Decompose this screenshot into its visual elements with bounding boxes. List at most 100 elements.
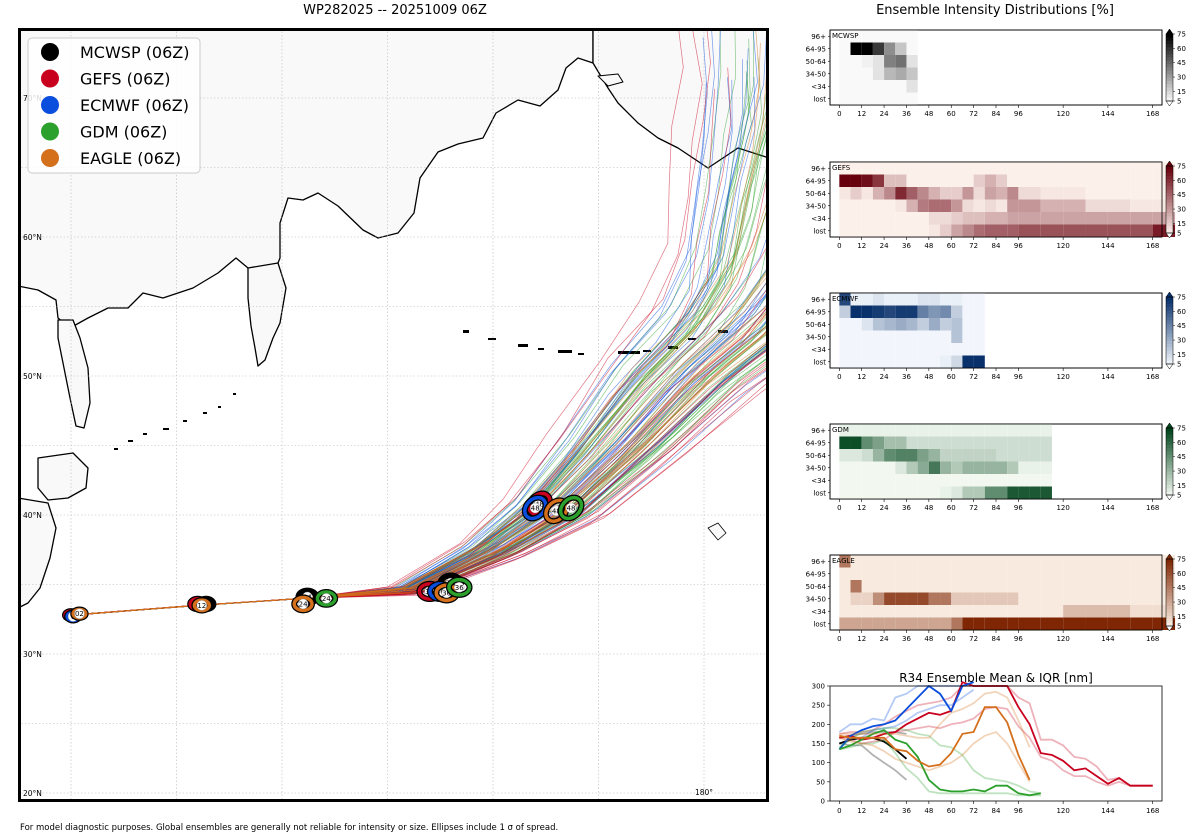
heatmap-cell — [1007, 436, 1019, 449]
heatmap-xtick-label: 24 — [880, 635, 889, 643]
heatmap-cell — [1018, 592, 1041, 605]
heatmap-cell — [861, 293, 873, 306]
colorbar-tick-label: 15 — [1177, 88, 1186, 96]
r34-mean-ecmwf — [838, 681, 974, 750]
heatmap-cell — [928, 174, 941, 187]
colorbar-step — [1166, 90, 1173, 95]
heatmap-cell — [951, 318, 963, 331]
heatmap-cell — [1029, 486, 1041, 499]
colorbar-step — [1166, 451, 1173, 456]
heatmap-cell — [940, 293, 952, 306]
heatmap-cell — [917, 474, 929, 487]
heatmap-cell — [1085, 212, 1108, 225]
forecast-hour-label: 48 — [552, 507, 561, 515]
latitude-label: 50°N — [23, 372, 42, 381]
heatmap-title: MCWSP — [832, 32, 859, 40]
heatmap-cell — [1063, 162, 1086, 175]
colorbar-step — [1166, 60, 1173, 65]
heatmap-row-label: <34 — [811, 83, 826, 91]
heatmap-xtick-label: 48 — [924, 242, 933, 250]
intensity-panels: MCWSP 96+ 64-95 50-64 34-50 <34 lost 0 12 24 36 48 6… — [806, 28, 1186, 815]
heatmap-cell — [962, 162, 974, 175]
heatmap-cell — [895, 555, 907, 568]
colorbar-step — [1166, 622, 1173, 627]
heatmap-cell — [917, 212, 929, 225]
r34-chart: R34 Ensemble Mean & IQR [nm] 0 50 100 150 200… — [812, 671, 1163, 815]
heatmap-title: ECMWF — [832, 295, 858, 303]
heatmap-xtick-label: 60 — [947, 635, 956, 643]
heatmap-xtick-label: 168 — [1146, 242, 1159, 250]
heatmap-cell — [1007, 187, 1019, 200]
heatmap-cell — [861, 212, 873, 225]
colorbar-tick-label: 30 — [1177, 337, 1186, 345]
land-small-island — [597, 73, 624, 87]
colorbar-step — [1166, 599, 1173, 604]
colorbar-step — [1166, 559, 1173, 563]
colorbar-step — [1166, 428, 1173, 432]
heatmap-cell — [839, 567, 851, 580]
heatmap-cell — [928, 605, 941, 618]
colorbar-step — [1166, 353, 1173, 358]
heatmap-title: EAGLE — [832, 557, 855, 565]
heatmap-xtick-label: 144 — [1101, 242, 1115, 250]
heatmap-cell — [1007, 449, 1019, 462]
heatmap-xtick-label: 24 — [880, 242, 889, 250]
heatmap-cell — [917, 224, 929, 237]
heatmap-cell — [996, 212, 1008, 225]
heatmap-cell — [1063, 605, 1086, 618]
heatmap-cell — [940, 592, 952, 605]
heatmap-cells — [839, 424, 1052, 499]
heatmap-cell — [1018, 424, 1030, 437]
colorbar-step — [1166, 226, 1173, 231]
ellipse-fill — [292, 595, 314, 613]
heatmap-cell — [996, 224, 1008, 237]
colorbar-step — [1166, 186, 1173, 190]
heatmap-cell — [973, 449, 985, 462]
heatmap-row-label: <34 — [811, 346, 826, 354]
forecast-point-ecmwf: 48 — [521, 494, 549, 522]
colorbar-step — [1166, 172, 1173, 177]
heatmap-cell — [928, 355, 941, 368]
heatmap-cell — [895, 449, 907, 462]
ellipse-fill — [447, 577, 472, 597]
heatmap-ecmwf: ECMWF 96+ 64-95 50-64 34-50 <34 lost 0 12 24 36 48 6… — [806, 291, 1186, 381]
heatmap-cell — [839, 224, 851, 237]
colorbar-step — [1166, 57, 1173, 62]
heatmap-cell — [872, 592, 885, 605]
heatmap-cell — [917, 330, 929, 343]
heatmap-cell — [917, 162, 929, 175]
heatmap-cell — [962, 212, 974, 225]
heatmap-row-label: lost — [813, 489, 826, 497]
heatmap-cell — [839, 293, 851, 306]
colorbar-step — [1166, 317, 1173, 321]
r34-high-gdm — [838, 727, 1041, 795]
heatmap-cell — [884, 592, 896, 605]
heatmap-cell — [1107, 555, 1131, 568]
heatmap-cell — [906, 199, 918, 212]
heatmap-cell — [1040, 486, 1052, 499]
heatmap-cell — [951, 212, 963, 225]
heatmap-cell — [973, 305, 985, 318]
heatmap-cell — [973, 605, 985, 618]
heatmap-cell — [984, 592, 996, 605]
heatmap-cell — [1063, 617, 1086, 630]
heatmap-cell — [906, 305, 918, 318]
colorbar-tick-label: 75 — [1177, 31, 1186, 39]
heatmap-cell — [884, 436, 896, 449]
heatmap-row-label: 96+ — [811, 427, 826, 435]
r34-ytick-label: 150 — [812, 740, 825, 748]
heatmap-cell — [906, 174, 918, 187]
heatmap-cell — [917, 617, 929, 630]
heatmap-cell — [895, 92, 907, 105]
heatmap-title: GEFS — [832, 164, 851, 172]
heatmap-cell — [872, 224, 885, 237]
heatmap-cell — [962, 199, 974, 212]
heatmap-cell — [940, 617, 952, 630]
heatmap-cell — [884, 212, 896, 225]
heatmap-cell — [839, 486, 851, 499]
heatmap-xtick-label: 24 — [880, 110, 889, 118]
heatmap-cell — [984, 605, 996, 618]
forecast-hour-label: 12 — [197, 602, 206, 610]
heatmap-cell — [1018, 555, 1041, 568]
colorbar-frame — [1165, 296, 1174, 365]
